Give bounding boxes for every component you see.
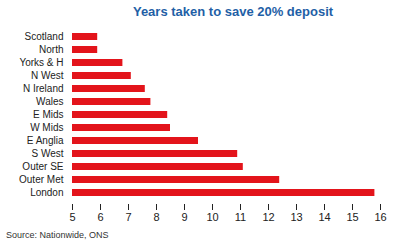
svg-text:Outer SE: Outer SE bbox=[22, 161, 63, 172]
svg-text:12: 12 bbox=[262, 211, 274, 223]
html-text:Source: Nationwide, ONS: Source: Nationwide, ONS bbox=[6, 230, 109, 240]
svg-text:15: 15 bbox=[346, 211, 358, 223]
svg-text:E Anglia: E Anglia bbox=[27, 135, 64, 146]
svg-text:13: 13 bbox=[290, 211, 302, 223]
svg-text:S West: S West bbox=[31, 148, 63, 159]
svg-text:10: 10 bbox=[206, 211, 218, 223]
svg-text:Scotland: Scotland bbox=[25, 31, 64, 42]
svg-text:16: 16 bbox=[374, 211, 386, 223]
html-text:Years taken to save 20% deposi: Years taken to save 20% deposit bbox=[132, 4, 334, 19]
svg-text:London: London bbox=[30, 187, 63, 198]
svg-text:N Ireland: N Ireland bbox=[23, 83, 64, 94]
svg-text:E Mids: E Mids bbox=[33, 109, 64, 120]
svg-text:9: 9 bbox=[181, 211, 187, 223]
svg-text:5: 5 bbox=[69, 211, 75, 223]
svg-text:Wales: Wales bbox=[36, 96, 63, 107]
svg-text:6: 6 bbox=[97, 211, 103, 223]
svg-text:14: 14 bbox=[318, 211, 330, 223]
svg-text:Yorks & H: Yorks & H bbox=[19, 57, 63, 68]
svg-text:North: North bbox=[39, 44, 63, 55]
svg-text:7: 7 bbox=[125, 211, 131, 223]
svg-text:Outer Met: Outer Met bbox=[19, 174, 64, 185]
svg-text:8: 8 bbox=[153, 211, 159, 223]
svg-text:W Mids: W Mids bbox=[30, 122, 63, 133]
svg-text:11: 11 bbox=[235, 211, 246, 223]
svg-text:N West: N West bbox=[31, 70, 64, 81]
